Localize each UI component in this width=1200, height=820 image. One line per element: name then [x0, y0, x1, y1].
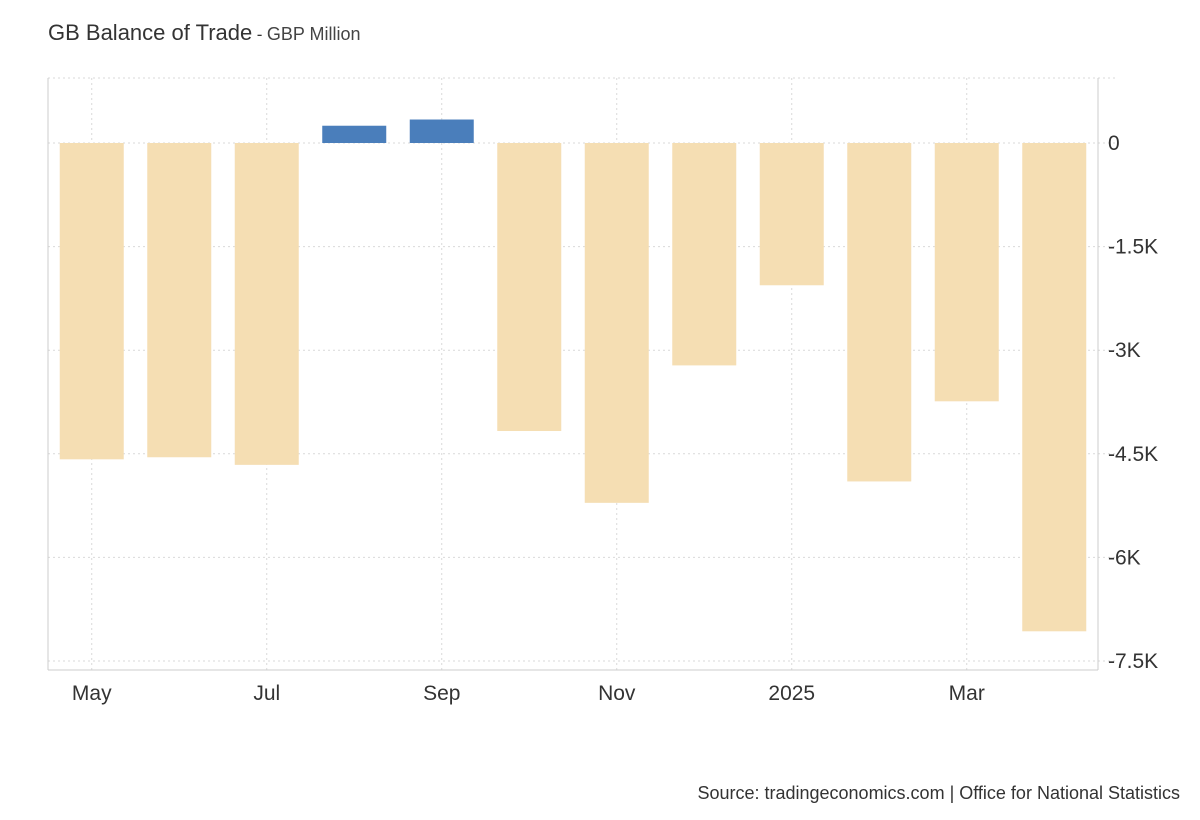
y-tick-label: -6K: [1108, 546, 1141, 569]
title-separator: -: [256, 25, 263, 44]
bar-2025-02: [847, 143, 912, 482]
bar-2024-05: [59, 143, 124, 460]
bar-2024-12: [672, 143, 737, 366]
bar-2024-07: [234, 143, 299, 465]
x-tick-label: Mar: [949, 682, 985, 705]
chart-title: GB Balance of Trade: [48, 20, 253, 45]
bar-2024-08: [322, 125, 387, 143]
x-tick-label: Nov: [598, 682, 636, 705]
x-tick-label: Sep: [423, 682, 460, 705]
bar-2024-10: [497, 143, 562, 432]
chart-title-block: GB Balance of Trade - GBP Million: [48, 20, 361, 46]
x-tick-label: May: [72, 682, 112, 705]
y-tick-label: -7.5K: [1108, 650, 1158, 673]
y-tick-label: 0: [1108, 132, 1120, 155]
bar-2025-01: [759, 143, 824, 286]
x-tick-label: Jul: [253, 682, 280, 705]
bar-2024-09: [409, 119, 474, 143]
bar-2025-04: [1022, 143, 1087, 632]
x-tick-label: 2025: [768, 682, 815, 705]
y-tick-label: -4.5K: [1108, 443, 1158, 466]
bar-2025-03: [934, 143, 999, 402]
y-tick-labels: 0 -1.5K -3K -4.5K -6K -7.5K: [1108, 132, 1158, 673]
bar-2024-11: [584, 143, 649, 503]
y-tick-label: -1.5K: [1108, 236, 1158, 259]
x-tick-labels: May Jul Sep Nov 2025 Mar: [72, 682, 985, 705]
y-tick-label: -3K: [1108, 339, 1141, 362]
bars: [59, 119, 1087, 632]
axes: [47, 78, 1099, 671]
chart-subtitle: GBP Million: [266, 24, 361, 44]
source-note: Source: tradingeconomics.com | Office fo…: [697, 783, 1180, 803]
bar-2024-06: [147, 143, 212, 458]
